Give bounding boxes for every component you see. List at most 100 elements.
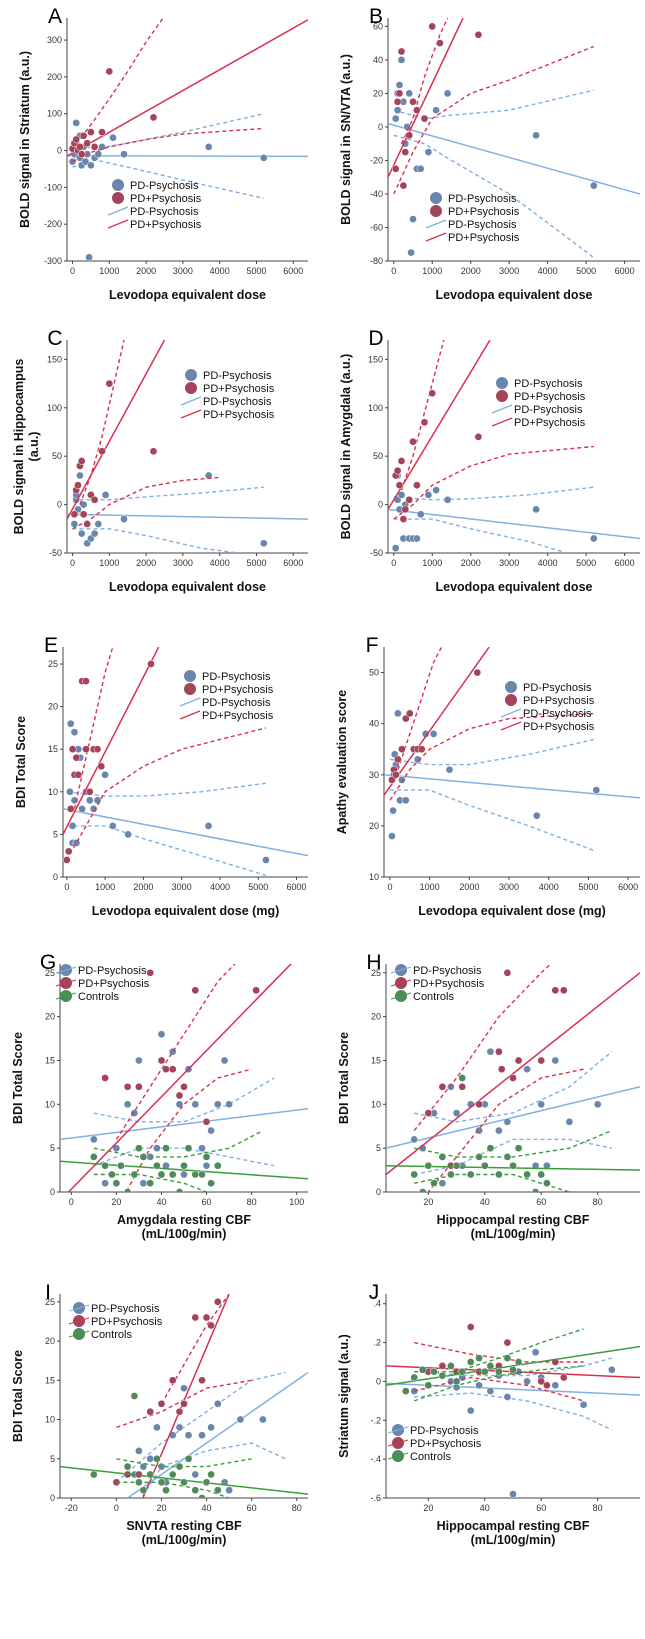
legend-line — [390, 966, 412, 974]
data-point — [259, 539, 268, 548]
data-point — [123, 1462, 132, 1471]
ci-upper-line — [72, 486, 264, 501]
y-tick-label: 0 — [50, 1187, 55, 1197]
legend-line — [387, 1439, 409, 1447]
data-point — [388, 832, 396, 840]
x-tick-label: 20 — [423, 1503, 433, 1513]
x-tick-label: 6000 — [283, 558, 303, 568]
legend-entry: PD+Psychosis — [203, 383, 275, 395]
legend: PD-PsychosisPD+PsychosisPD-PsychosisPD+P… — [180, 369, 275, 421]
ci-lower-line — [72, 528, 239, 553]
y-tick-label: 25 — [371, 968, 381, 978]
x-tick-label: 2000 — [461, 558, 481, 568]
legend-entry: PD-Psychosis — [514, 404, 583, 416]
data-point — [120, 150, 128, 159]
data-point — [509, 1365, 517, 1374]
x-tick-label: 6000 — [615, 266, 635, 276]
plot-area — [388, 18, 640, 259]
data-point — [207, 1321, 215, 1330]
y-tick-label: 0 — [376, 1187, 381, 1197]
y-tick-label: 0 — [378, 122, 383, 132]
legend-entry: PD-Psychosis — [78, 965, 147, 977]
legend-line — [180, 396, 202, 406]
data-point — [146, 1407, 155, 1416]
legend-entry: Controls — [410, 1451, 451, 1463]
legend-entry: Controls — [91, 1329, 132, 1341]
fit-line — [384, 647, 490, 796]
data-point — [146, 1179, 155, 1188]
data-point — [428, 389, 437, 398]
x-tick-label: 60 — [202, 1197, 212, 1207]
ci-upper-line — [66, 782, 266, 797]
data-point — [101, 1074, 109, 1082]
data-point — [213, 1161, 222, 1170]
data-point — [405, 131, 414, 140]
data-point — [153, 1161, 161, 1170]
data-point — [180, 1082, 188, 1091]
data-point — [393, 466, 402, 475]
y-axis-label-units: (a.u.) — [27, 432, 41, 462]
data-point — [514, 1358, 523, 1366]
legend-marker — [112, 192, 124, 204]
legend-line — [68, 1330, 90, 1338]
data-point — [101, 491, 110, 499]
data-point — [480, 1161, 489, 1170]
data-point — [436, 39, 444, 47]
y-axis-label: BDI Total Score — [14, 716, 28, 808]
fit-line — [384, 774, 640, 799]
data-point — [399, 181, 408, 190]
data-point — [424, 1109, 433, 1117]
data-point — [70, 520, 79, 528]
data-point — [64, 847, 73, 856]
data-point — [410, 1170, 419, 1179]
ci-lower-line — [390, 789, 597, 853]
legend: PD-PsychosisPD+PsychosisPD-PsychosisPD+P… — [425, 192, 520, 244]
ci-lower-line — [414, 1173, 572, 1192]
fit-line — [67, 19, 308, 157]
y-tick-label: 10 — [371, 1099, 381, 1109]
legend-entry: PD-Psychosis — [523, 682, 592, 694]
ci-lower-line — [393, 518, 568, 553]
fit-line — [386, 972, 640, 1176]
data-point — [474, 432, 483, 441]
x-tick-label: 60 — [536, 1503, 546, 1513]
data-point — [409, 215, 417, 223]
panel-letter: F — [366, 634, 379, 657]
fit-line — [67, 513, 308, 520]
ci-lower-line — [389, 712, 597, 801]
data-point — [90, 495, 99, 504]
x-tick-label: 0 — [70, 266, 75, 276]
data-point — [97, 762, 106, 771]
legend-marker — [184, 683, 196, 695]
data-point — [531, 1348, 540, 1357]
data-point — [531, 1188, 540, 1192]
y-tick-label: 0 — [376, 1376, 381, 1386]
data-point — [175, 1423, 184, 1432]
legend-line — [387, 1426, 409, 1434]
x-axis-label-units: (mL/100g/min) — [471, 1533, 556, 1547]
data-point — [395, 89, 404, 98]
data-point — [395, 81, 404, 89]
data-point — [78, 805, 86, 813]
data-point — [147, 660, 155, 668]
data-point — [393, 97, 402, 106]
data-point — [105, 67, 114, 76]
y-tick-label: 20 — [45, 1012, 55, 1022]
data-point — [486, 1362, 495, 1370]
x-tick-label: 2000 — [461, 266, 481, 276]
data-point — [162, 1486, 170, 1495]
data-point — [543, 1381, 551, 1390]
y-tick-label: -50 — [49, 548, 62, 558]
y-tick-label: 200 — [47, 72, 62, 82]
data-point — [389, 806, 397, 815]
x-tick-label: 6000 — [618, 882, 638, 892]
data-point — [480, 1367, 489, 1376]
data-point — [207, 1470, 215, 1479]
plot-area — [60, 1294, 308, 1498]
fit-line — [142, 1294, 230, 1498]
data-point — [168, 1047, 177, 1056]
data-point — [146, 1454, 155, 1463]
x-tick-label: 4000 — [538, 558, 558, 568]
data-point — [191, 1170, 200, 1179]
x-tick-label: 80 — [247, 1197, 257, 1207]
